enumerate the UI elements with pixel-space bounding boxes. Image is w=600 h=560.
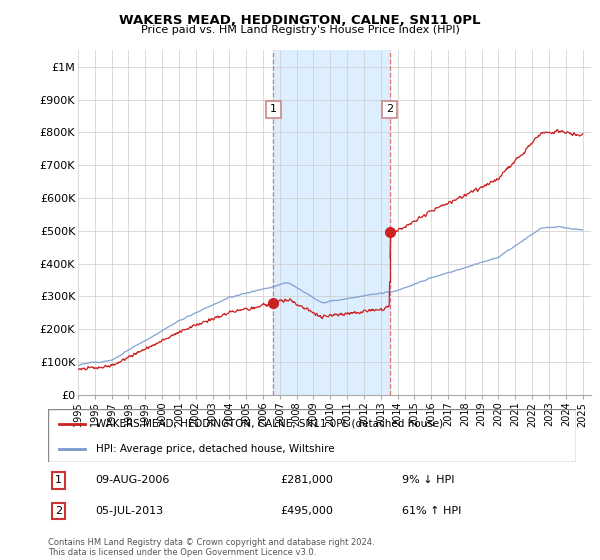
Text: 09-AUG-2006: 09-AUG-2006 (95, 475, 170, 485)
Text: 1: 1 (270, 105, 277, 114)
Text: 61% ↑ HPI: 61% ↑ HPI (402, 506, 461, 516)
Bar (274, 50, 390, 395)
Text: Contains HM Land Registry data © Crown copyright and database right 2024.
This d: Contains HM Land Registry data © Crown c… (48, 538, 374, 557)
Text: £281,000: £281,000 (280, 475, 333, 485)
Text: 05-JUL-2013: 05-JUL-2013 (95, 506, 164, 516)
Text: 2: 2 (55, 506, 62, 516)
Text: 9% ↓ HPI: 9% ↓ HPI (402, 475, 454, 485)
Text: WAKERS MEAD, HEDDINGTON, CALNE, SN11 0PL: WAKERS MEAD, HEDDINGTON, CALNE, SN11 0PL (119, 14, 481, 27)
Text: 1: 1 (55, 475, 62, 485)
Text: Price paid vs. HM Land Registry's House Price Index (HPI): Price paid vs. HM Land Registry's House … (140, 25, 460, 35)
Text: 2: 2 (386, 105, 394, 114)
Text: £495,000: £495,000 (280, 506, 333, 516)
Text: WAKERS MEAD, HEDDINGTON, CALNE, SN11 0PL (detached house): WAKERS MEAD, HEDDINGTON, CALNE, SN11 0PL… (95, 419, 443, 429)
Text: HPI: Average price, detached house, Wiltshire: HPI: Average price, detached house, Wilt… (95, 444, 334, 454)
